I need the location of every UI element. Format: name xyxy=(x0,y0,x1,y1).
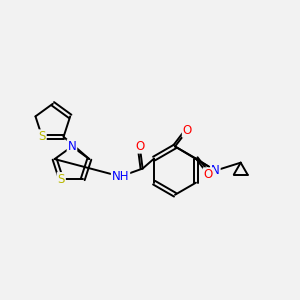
Text: N: N xyxy=(211,164,220,177)
Text: NH: NH xyxy=(112,170,129,183)
Text: O: O xyxy=(135,140,144,153)
Text: S: S xyxy=(38,130,46,143)
Text: O: O xyxy=(183,124,192,137)
Text: O: O xyxy=(204,168,213,181)
Text: S: S xyxy=(58,173,65,186)
Text: N: N xyxy=(68,140,76,153)
